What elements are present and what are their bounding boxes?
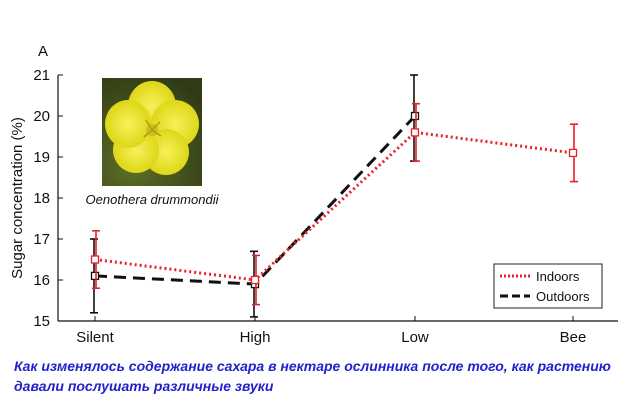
y-tick-label: 20 bbox=[33, 108, 50, 125]
x-tick-label: Low bbox=[401, 329, 429, 346]
data-point bbox=[90, 271, 100, 281]
y-tick-label: 18 bbox=[33, 190, 50, 207]
data-point bbox=[250, 275, 260, 285]
x-tick-label: Bee bbox=[560, 329, 587, 346]
y-tick-label: 19 bbox=[33, 149, 50, 166]
data-point bbox=[90, 255, 100, 264]
y-tick-label: 17 bbox=[33, 231, 50, 248]
y-axis-title: Sugar concentration (%) bbox=[9, 117, 26, 279]
sugar-concentration-chart: A Sugar concentration (%) 15 16 17 18 19 20 21… bbox=[9, 43, 618, 346]
y-axis-ticks: 15 16 17 18 19 20 21 bbox=[33, 67, 63, 330]
inset-caption: Oenothera drummondii bbox=[86, 192, 220, 207]
series-layer bbox=[90, 74, 578, 318]
data-point bbox=[410, 111, 420, 121]
flower-photo bbox=[102, 78, 202, 186]
series-indoors bbox=[90, 102, 578, 306]
legend-label-outdoors: Outdoors bbox=[536, 289, 590, 304]
y-tick-label: 15 bbox=[33, 313, 50, 330]
y-tick-label: 21 bbox=[33, 67, 50, 84]
data-point bbox=[410, 128, 420, 137]
legend-label-indoors: Indoors bbox=[536, 269, 580, 284]
figure-caption: Как изменялось содержание сахара в некта… bbox=[14, 358, 611, 394]
x-tick-label: Silent bbox=[76, 329, 114, 346]
legend: Indoors Outdoors bbox=[493, 263, 603, 309]
x-tick-label: High bbox=[240, 329, 271, 346]
data-point bbox=[568, 148, 578, 158]
series-line bbox=[94, 130, 574, 282]
y-tick-label: 16 bbox=[33, 272, 50, 289]
panel-label: A bbox=[38, 43, 48, 60]
x-axis-ticks: Silent High Low Bee bbox=[76, 316, 586, 346]
